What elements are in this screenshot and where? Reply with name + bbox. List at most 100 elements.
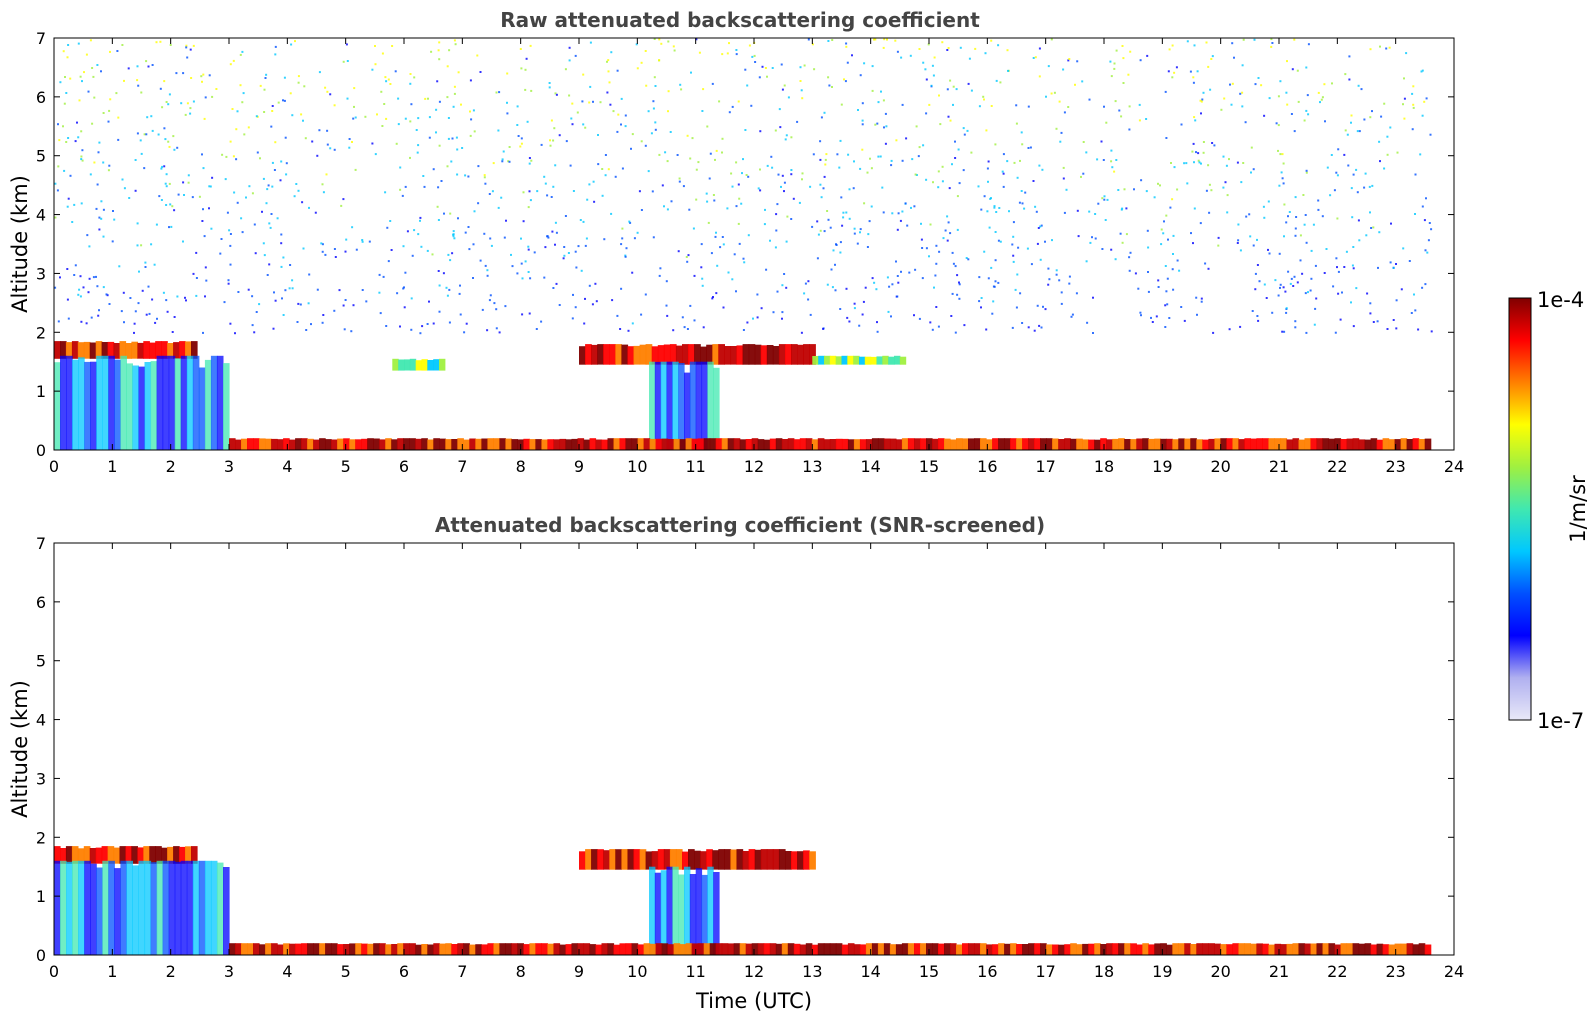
y-tick-label: 1	[36, 382, 46, 401]
noise-pixel	[63, 102, 66, 105]
noise-pixel	[166, 310, 169, 313]
noise-pixel	[449, 212, 452, 215]
heatmap-cell	[661, 943, 669, 955]
noise-pixel	[968, 57, 971, 60]
heatmap-surface-layer	[229, 943, 1432, 955]
noise-pixel	[1113, 67, 1116, 70]
noise-pixel	[801, 97, 804, 100]
heatmap-cell	[621, 849, 629, 870]
heatmap-cell	[730, 346, 738, 365]
noise-pixel	[1224, 181, 1227, 184]
noise-pixel	[994, 259, 997, 262]
noise-pixel	[1027, 105, 1030, 108]
heatmap-cell	[684, 372, 691, 450]
noise-pixel	[827, 76, 830, 79]
noise-pixel	[1275, 122, 1278, 125]
heatmap-cell	[577, 438, 585, 450]
noise-pixel	[1402, 247, 1405, 250]
noise-pixel	[151, 298, 154, 301]
heatmap-cell	[703, 943, 711, 955]
noise-pixel	[1044, 240, 1046, 243]
noise-pixel	[661, 184, 664, 187]
x-tick-label: 7	[457, 457, 467, 476]
noise-pixel	[836, 153, 839, 156]
heatmap-cell	[259, 944, 266, 955]
noise-pixel	[1092, 296, 1094, 299]
noise-pixel	[1195, 296, 1198, 299]
heatmap-cell	[1202, 439, 1209, 450]
heatmap-cell	[179, 341, 186, 359]
noise-pixel	[563, 254, 566, 257]
noise-pixel	[145, 313, 148, 316]
noise-pixel	[83, 71, 85, 74]
heatmap-cell	[331, 439, 338, 450]
noise-pixel	[1015, 104, 1018, 107]
noise-pixel	[1260, 84, 1263, 87]
noise-pixel	[274, 299, 277, 302]
heatmap-cell	[1172, 439, 1179, 450]
noise-pixel	[620, 243, 623, 246]
heatmap-cell	[787, 943, 795, 955]
noise-pixel	[928, 255, 930, 258]
heatmap-cell	[609, 344, 616, 365]
noise-pixel	[957, 148, 960, 151]
noise-pixel	[1430, 228, 1433, 231]
noise-pixel	[128, 197, 131, 199]
noise-pixel	[897, 212, 900, 215]
heatmap-cell	[1070, 943, 1077, 955]
noise-pixel	[781, 284, 784, 287]
heatmap-cell	[907, 943, 915, 955]
noise-pixel	[667, 40, 670, 43]
noise-pixel	[488, 299, 491, 302]
x-tick-label: 21	[1269, 457, 1289, 476]
y-tick-label: 2	[36, 323, 46, 342]
noise-pixel	[1395, 299, 1398, 302]
noise-pixel	[915, 174, 918, 176]
noise-pixel	[1183, 319, 1186, 322]
noise-pixel	[80, 155, 83, 158]
heatmap-cell	[156, 355, 164, 450]
heatmap-cell	[785, 851, 792, 870]
noise-pixel	[918, 48, 921, 50]
noise-pixel	[74, 140, 77, 143]
noise-pixel	[273, 291, 275, 294]
noise-pixel	[1110, 75, 1113, 78]
noise-pixel	[1278, 184, 1281, 187]
noise-pixel	[790, 173, 793, 176]
noise-pixel	[1129, 50, 1132, 53]
noise-pixel	[108, 164, 111, 167]
noise-pixel	[1139, 311, 1142, 314]
heatmap-cell	[397, 438, 404, 450]
noise-pixel	[1400, 288, 1403, 291]
noise-pixel	[819, 140, 822, 143]
noise-pixel	[1386, 135, 1389, 138]
noise-pixel	[1332, 285, 1335, 288]
screened-heatmap-area	[54, 846, 1432, 955]
noise-pixel	[572, 190, 575, 192]
noise-pixel	[627, 329, 630, 332]
noise-pixel	[654, 85, 657, 87]
noise-pixel	[409, 82, 412, 85]
noise-pixel	[1239, 325, 1242, 328]
heatmap-cell	[701, 874, 708, 955]
noise-pixel	[592, 180, 595, 183]
heatmap-cell	[745, 439, 753, 450]
noise-pixel	[102, 235, 105, 238]
heatmap-cell	[1010, 943, 1017, 955]
heatmap-cell	[66, 861, 73, 955]
noise-pixel	[1060, 291, 1063, 294]
noise-pixel	[866, 246, 869, 248]
heatmap-cell	[712, 344, 719, 365]
noise-pixel	[80, 130, 83, 133]
noise-pixel	[1344, 129, 1347, 132]
noise-pixel	[1412, 103, 1415, 106]
noise-pixel	[944, 229, 947, 232]
noise-pixel	[380, 90, 383, 93]
noise-pixel	[159, 87, 162, 90]
noise-pixel	[946, 239, 949, 242]
noise-pixel	[666, 314, 669, 317]
noise-pixel	[804, 282, 807, 285]
heatmap-cell	[678, 874, 685, 955]
noise-pixel	[321, 243, 324, 246]
heatmap-cell	[132, 865, 139, 955]
